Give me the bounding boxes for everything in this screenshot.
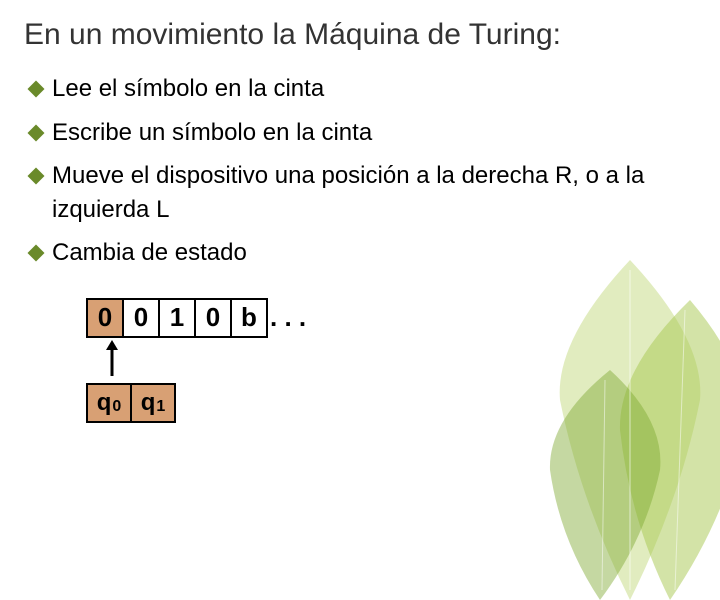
diamond-bullet-icon	[28, 168, 45, 185]
bullet-text: Lee el símbolo en la cinta	[52, 75, 324, 102]
bullet-item: Mueve el dispositivo una posición a la d…	[30, 159, 696, 226]
bullet-list: Lee el símbolo en la cinta Escribe un sí…	[0, 58, 720, 270]
state-sub: 1	[156, 398, 165, 416]
bullet-text: Escribe un símbolo en la cinta	[52, 119, 372, 146]
state-q: q	[141, 389, 156, 417]
state-sub: 0	[112, 398, 121, 416]
tape-row: 0 0 1 0 b . . .	[86, 298, 720, 338]
state-q: q	[97, 389, 112, 417]
bullet-item: Escribe un símbolo en la cinta	[30, 116, 696, 150]
tape-cell: 0	[194, 298, 232, 338]
bullet-text: Cambia de estado	[52, 239, 247, 266]
state-cell: q1	[130, 383, 176, 423]
tape-cell: 0	[122, 298, 160, 338]
tape-ellipsis: . . .	[268, 298, 306, 338]
tape-cell: 0	[86, 298, 124, 338]
tape-cell: b	[230, 298, 268, 338]
diamond-bullet-icon	[28, 245, 45, 262]
head-arrow	[104, 340, 720, 381]
bullet-item: Lee el símbolo en la cinta	[30, 72, 696, 106]
diamond-bullet-icon	[28, 124, 45, 141]
bullet-item: Cambia de estado	[30, 236, 696, 270]
diamond-bullet-icon	[28, 81, 45, 98]
slide-title: En un movimiento la Máquina de Turing:	[0, 0, 720, 58]
bullet-text: Mueve el dispositivo una posición a la d…	[52, 162, 644, 223]
state-row: q0 q1	[86, 383, 720, 423]
tape-cell: 1	[158, 298, 196, 338]
state-cell: q0	[86, 383, 132, 423]
tape-area: 0 0 1 0 b . . . q0 q1	[86, 298, 720, 423]
